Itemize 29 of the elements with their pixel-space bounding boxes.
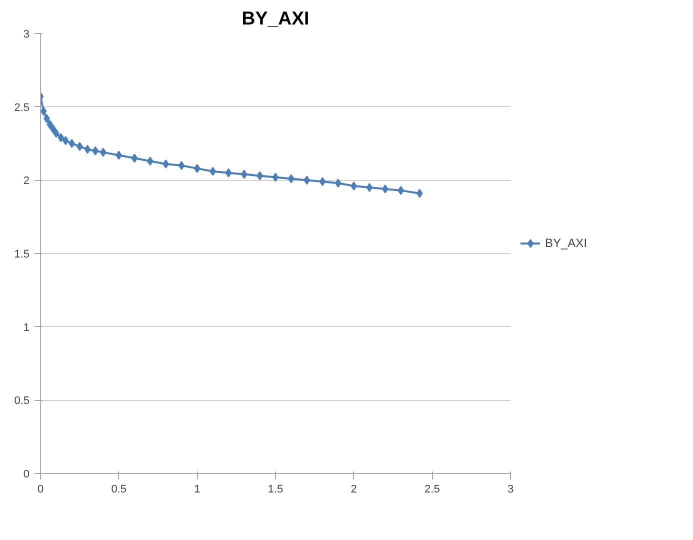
y-tick-label: 2.5 [14, 102, 30, 114]
point [58, 133, 64, 142]
point [62, 136, 69, 146]
point [178, 161, 185, 170]
chart-title: BY_AXI [242, 8, 310, 28]
point [366, 183, 373, 192]
legend-label: BY_AXI [545, 236, 588, 250]
y-tick-label: 0.5 [14, 395, 30, 408]
x-tick-label: 1 [194, 484, 200, 496]
point [84, 144, 91, 154]
point [416, 188, 423, 198]
y-tick-label: 0 [23, 468, 30, 480]
point [272, 172, 279, 182]
point [225, 168, 232, 178]
point [46, 120, 54, 129]
x-tick-label: 0 [37, 484, 44, 496]
x-tick-label: 0.5 [111, 484, 126, 496]
point [319, 177, 326, 186]
x-tick-label: 2 [350, 484, 357, 496]
point [68, 139, 75, 148]
point [50, 124, 56, 134]
x-tick-label: 2.5 [424, 484, 440, 496]
y-tick-label: 2 [23, 175, 30, 188]
y-tick-label: 3 [23, 28, 30, 40]
x-tick-label: 1.5 [268, 484, 284, 496]
y-tick-label: 1.5 [14, 248, 30, 260]
y-tick-label: 1 [23, 322, 30, 334]
point [131, 154, 138, 163]
x-tick-label: 3 [507, 484, 514, 496]
